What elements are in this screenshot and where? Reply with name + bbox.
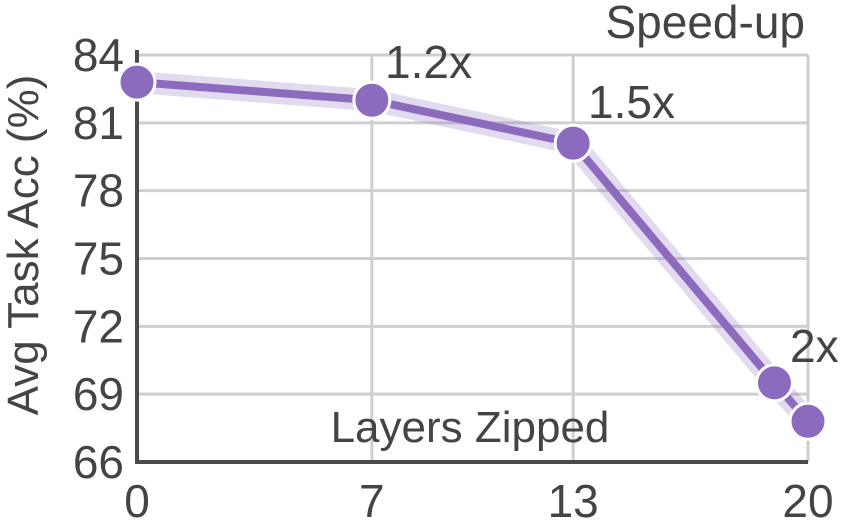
data-point xyxy=(553,123,593,163)
x-axis-title: Layers Zipped xyxy=(331,403,610,452)
y-tick-label: 84 xyxy=(73,29,124,81)
series-line xyxy=(133,78,812,426)
x-tick-labels: 0 7 13 20 xyxy=(124,475,833,524)
series-layer xyxy=(117,62,828,441)
y-tick-labels: 66 69 72 75 78 81 84 xyxy=(73,29,124,488)
x-tick-label: 20 xyxy=(782,475,833,524)
y-tick-label: 81 xyxy=(73,97,124,149)
annotations: Speed-up 1.2x 1.5x 2x xyxy=(385,0,839,372)
y-tick-label: 69 xyxy=(73,368,124,420)
x-tick-label: 13 xyxy=(548,475,599,524)
y-tick-label: 78 xyxy=(73,165,124,217)
speedup-annotation: 1.2x xyxy=(385,36,472,88)
data-point xyxy=(117,62,157,102)
x-tick-label: 0 xyxy=(124,475,150,524)
speed-up-label: Speed-up xyxy=(606,0,806,48)
x-tick-label: 7 xyxy=(359,475,385,524)
y-tick-label: 72 xyxy=(73,300,124,352)
y-axis-title: Avg Task Acc (%) xyxy=(0,75,48,416)
y-tick-label: 75 xyxy=(73,233,124,285)
data-point xyxy=(352,80,392,120)
axes xyxy=(135,50,808,464)
y-tick-label: 66 xyxy=(73,436,124,488)
speedup-annotation: 1.5x xyxy=(588,76,675,128)
speedup-annotation: 2x xyxy=(790,320,839,372)
series-confidence-band xyxy=(126,71,819,433)
data-point xyxy=(754,363,794,403)
data-point xyxy=(788,401,828,441)
